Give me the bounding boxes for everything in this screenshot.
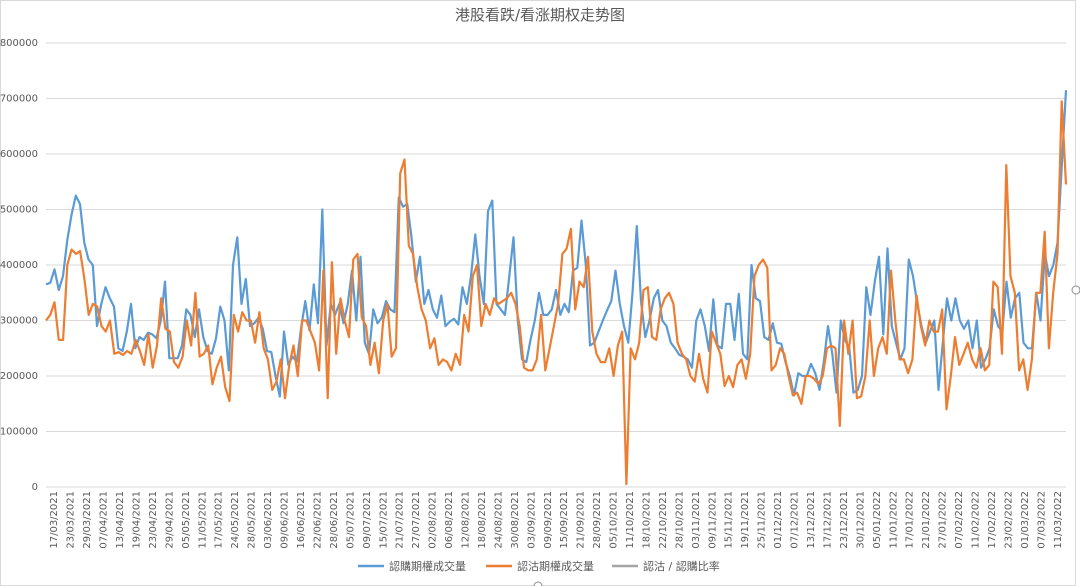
- x-tick-label: 02/08/2021: [428, 491, 439, 549]
- y-tick-label: 500000: [0, 205, 38, 216]
- x-tick-label: 27/07/2021: [411, 491, 422, 549]
- series-line-2: [45, 100, 1068, 486]
- x-tick-label: 11/10/2021: [625, 491, 636, 549]
- x-tick-label: 28/10/2021: [674, 491, 685, 549]
- x-tick-label: 18/10/2021: [641, 491, 652, 549]
- x-tick-label: 17/01/2022: [905, 491, 916, 549]
- x-tick-label: 28/06/2021: [329, 491, 340, 549]
- x-tick-label: 23/12/2021: [839, 491, 850, 549]
- x-tick-label: 23/02/2022: [1003, 491, 1014, 549]
- legend-label: 認沽 / 認購比率: [643, 559, 720, 573]
- x-tick-label: 11/01/2022: [888, 491, 899, 549]
- y-tick-label: 800000: [0, 38, 38, 49]
- y-tick-label: 300000: [0, 316, 38, 327]
- x-tick-label: 05/07/2021: [345, 491, 356, 549]
- x-tick-label: 15/07/2021: [378, 491, 389, 549]
- x-tick-label: 11/03/2022: [1053, 491, 1064, 549]
- x-tick-label: 13/12/2021: [806, 491, 817, 549]
- x-tick-label: 09/07/2021: [362, 491, 373, 549]
- x-tick-label: 11/02/2022: [971, 491, 982, 549]
- x-tick-label: 21/01/2022: [921, 491, 932, 549]
- x-tick-label: 22/10/2021: [658, 491, 669, 549]
- x-tick-label: 07/02/2022: [954, 491, 965, 549]
- x-tick-label: 25/11/2021: [757, 491, 768, 549]
- x-axis-ticks: 17/03/2021 23/03/2021 29/03/2021 07/04/2021…: [49, 491, 1064, 549]
- x-tick-label: 03/06/2021: [263, 491, 274, 549]
- x-tick-label: 17/12/2021: [822, 491, 833, 549]
- x-tick-label: 23/04/2021: [148, 491, 159, 549]
- x-tick-label: 30/12/2021: [855, 491, 866, 549]
- x-tick-label: 28/09/2021: [592, 491, 603, 549]
- x-tick-label: 19/04/2021: [131, 491, 142, 549]
- x-tick-label: 11/05/2021: [197, 491, 208, 549]
- x-tick-label: 06/08/2021: [444, 491, 455, 549]
- x-tick-label: 23/03/2021: [66, 491, 77, 549]
- x-tick-label: 21/07/2021: [395, 491, 406, 549]
- x-tick-label: 05/05/2021: [181, 491, 192, 549]
- y-tick-label: 200000: [0, 371, 38, 382]
- x-tick-label: 27/01/2022: [938, 491, 949, 549]
- x-tick-label: 05/10/2021: [609, 491, 620, 549]
- y-axis-ticks: 0 100000 200000 300000 400000 500000 600000 700…: [0, 38, 38, 493]
- x-tick-label: 24/05/2021: [230, 491, 241, 549]
- x-tick-label: 12/08/2021: [461, 491, 472, 549]
- x-tick-label: 21/09/2021: [576, 491, 587, 549]
- x-tick-label: 29/03/2021: [82, 491, 93, 549]
- x-tick-label: 07/04/2021: [99, 491, 110, 549]
- y-tick-label: 600000: [0, 149, 38, 160]
- y-tick-label: 0: [32, 482, 38, 493]
- x-tick-label: 01/12/2021: [773, 491, 784, 549]
- x-tick-label: 24/08/2021: [493, 491, 504, 549]
- legend: 認購期權成交量 認沽期權成交量 認沽 / 認購比率: [358, 559, 720, 573]
- chart-title: 港股看跌/看涨期权走势图: [455, 6, 625, 24]
- x-tick-label: 17/05/2021: [214, 491, 225, 549]
- x-tick-label: 05/01/2022: [872, 491, 883, 549]
- x-tick-label: 29/04/2021: [164, 491, 175, 549]
- x-tick-label: 16/06/2021: [296, 491, 307, 549]
- series-lines: [45, 90, 1068, 486]
- x-tick-label: 09/06/2021: [280, 491, 291, 549]
- x-tick-label: 09/11/2021: [707, 491, 718, 549]
- x-tick-label: 28/05/2021: [247, 491, 258, 549]
- legend-label: 認沽期權成交量: [517, 559, 594, 573]
- x-tick-label: 30/08/2021: [510, 491, 521, 549]
- x-tick-label: 07/03/2022: [1036, 491, 1047, 549]
- resize-handle-bottom[interactable]: [533, 581, 543, 586]
- gridlines: [46, 42, 1066, 488]
- x-tick-label: 13/04/2021: [115, 491, 126, 549]
- x-tick-label: 17/03/2021: [49, 491, 60, 549]
- x-tick-label: 03/09/2021: [526, 491, 537, 549]
- y-tick-label: 700000: [0, 94, 38, 105]
- x-tick-label: 03/11/2021: [691, 491, 702, 549]
- x-tick-label: 17/02/2022: [987, 491, 998, 549]
- x-tick-label: 19/11/2021: [740, 491, 751, 549]
- x-tick-label: 07/12/2021: [790, 491, 801, 549]
- x-tick-label: 15/09/2021: [559, 491, 570, 549]
- series-line-1: [45, 90, 1068, 398]
- resize-handle-right[interactable]: [1071, 285, 1080, 295]
- x-tick-label: 01/03/2022: [1020, 491, 1031, 549]
- x-tick-label: 09/09/2021: [543, 491, 554, 549]
- y-tick-label: 100000: [0, 427, 38, 438]
- selection-handles[interactable]: [533, 285, 1080, 586]
- x-tick-label: 15/11/2021: [724, 491, 735, 549]
- x-tick-label: 22/06/2021: [312, 491, 323, 549]
- y-tick-label: 400000: [0, 260, 38, 271]
- legend-label: 認購期權成交量: [389, 559, 466, 573]
- x-tick-label: 18/08/2021: [477, 491, 488, 549]
